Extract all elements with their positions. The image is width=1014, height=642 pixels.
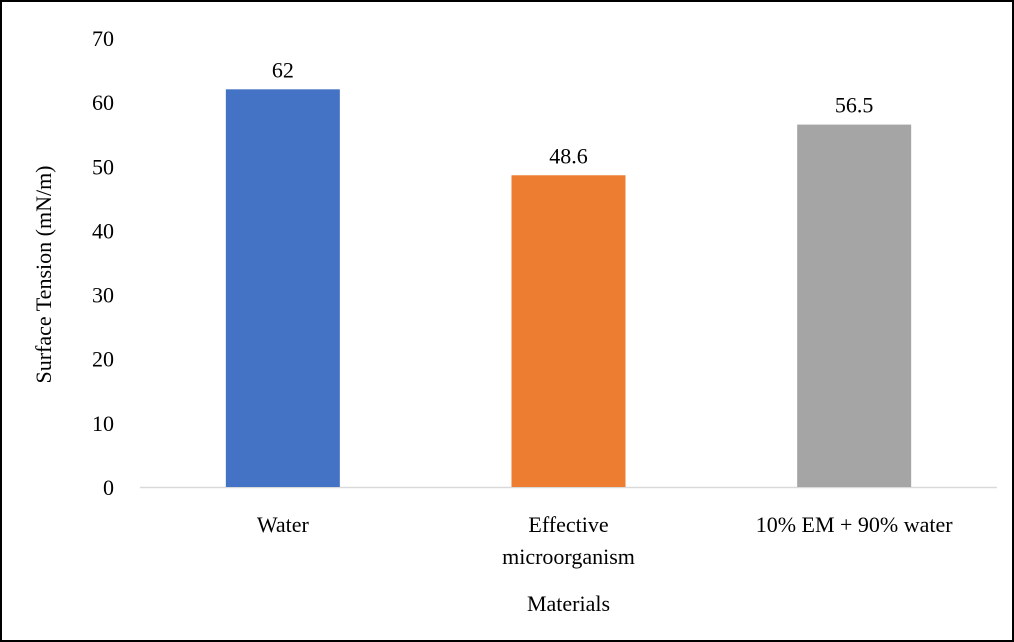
data-label: 48.6 — [549, 143, 588, 168]
category-label: Effective — [528, 512, 608, 537]
y-tick-label: 50 — [92, 154, 114, 179]
y-tick-label: 70 — [92, 26, 114, 51]
category-label: microorganism — [502, 544, 635, 569]
bar — [797, 124, 912, 487]
data-label: 56.5 — [835, 93, 874, 118]
category-label: 10% EM + 90% water — [756, 512, 954, 537]
bars — [225, 89, 912, 488]
y-tick-label: 40 — [92, 218, 114, 243]
y-tick-label: 30 — [92, 283, 114, 308]
y-tick-label: 10 — [92, 411, 114, 436]
data-labels: 62 48.6 56.5 — [272, 57, 874, 168]
y-axis-title: Surface Tension (mN/m) — [31, 165, 56, 383]
data-label: 62 — [272, 57, 294, 82]
y-axis-ticks: 0 10 20 30 40 50 60 70 — [92, 26, 114, 500]
bar — [225, 89, 340, 488]
y-tick-label: 0 — [103, 475, 114, 500]
category-labels: Water Effective microorganism 10% EM + 90% … — [257, 512, 953, 569]
y-tick-label: 60 — [92, 90, 114, 115]
x-axis-title: Materials — [527, 591, 610, 616]
y-tick-label: 20 — [92, 347, 114, 372]
bar — [511, 175, 626, 487]
category-label: Water — [257, 512, 310, 537]
